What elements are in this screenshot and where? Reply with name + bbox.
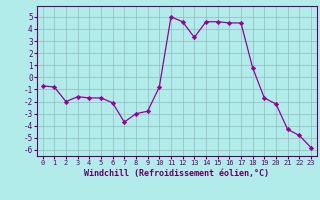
X-axis label: Windchill (Refroidissement éolien,°C): Windchill (Refroidissement éolien,°C) bbox=[84, 169, 269, 178]
